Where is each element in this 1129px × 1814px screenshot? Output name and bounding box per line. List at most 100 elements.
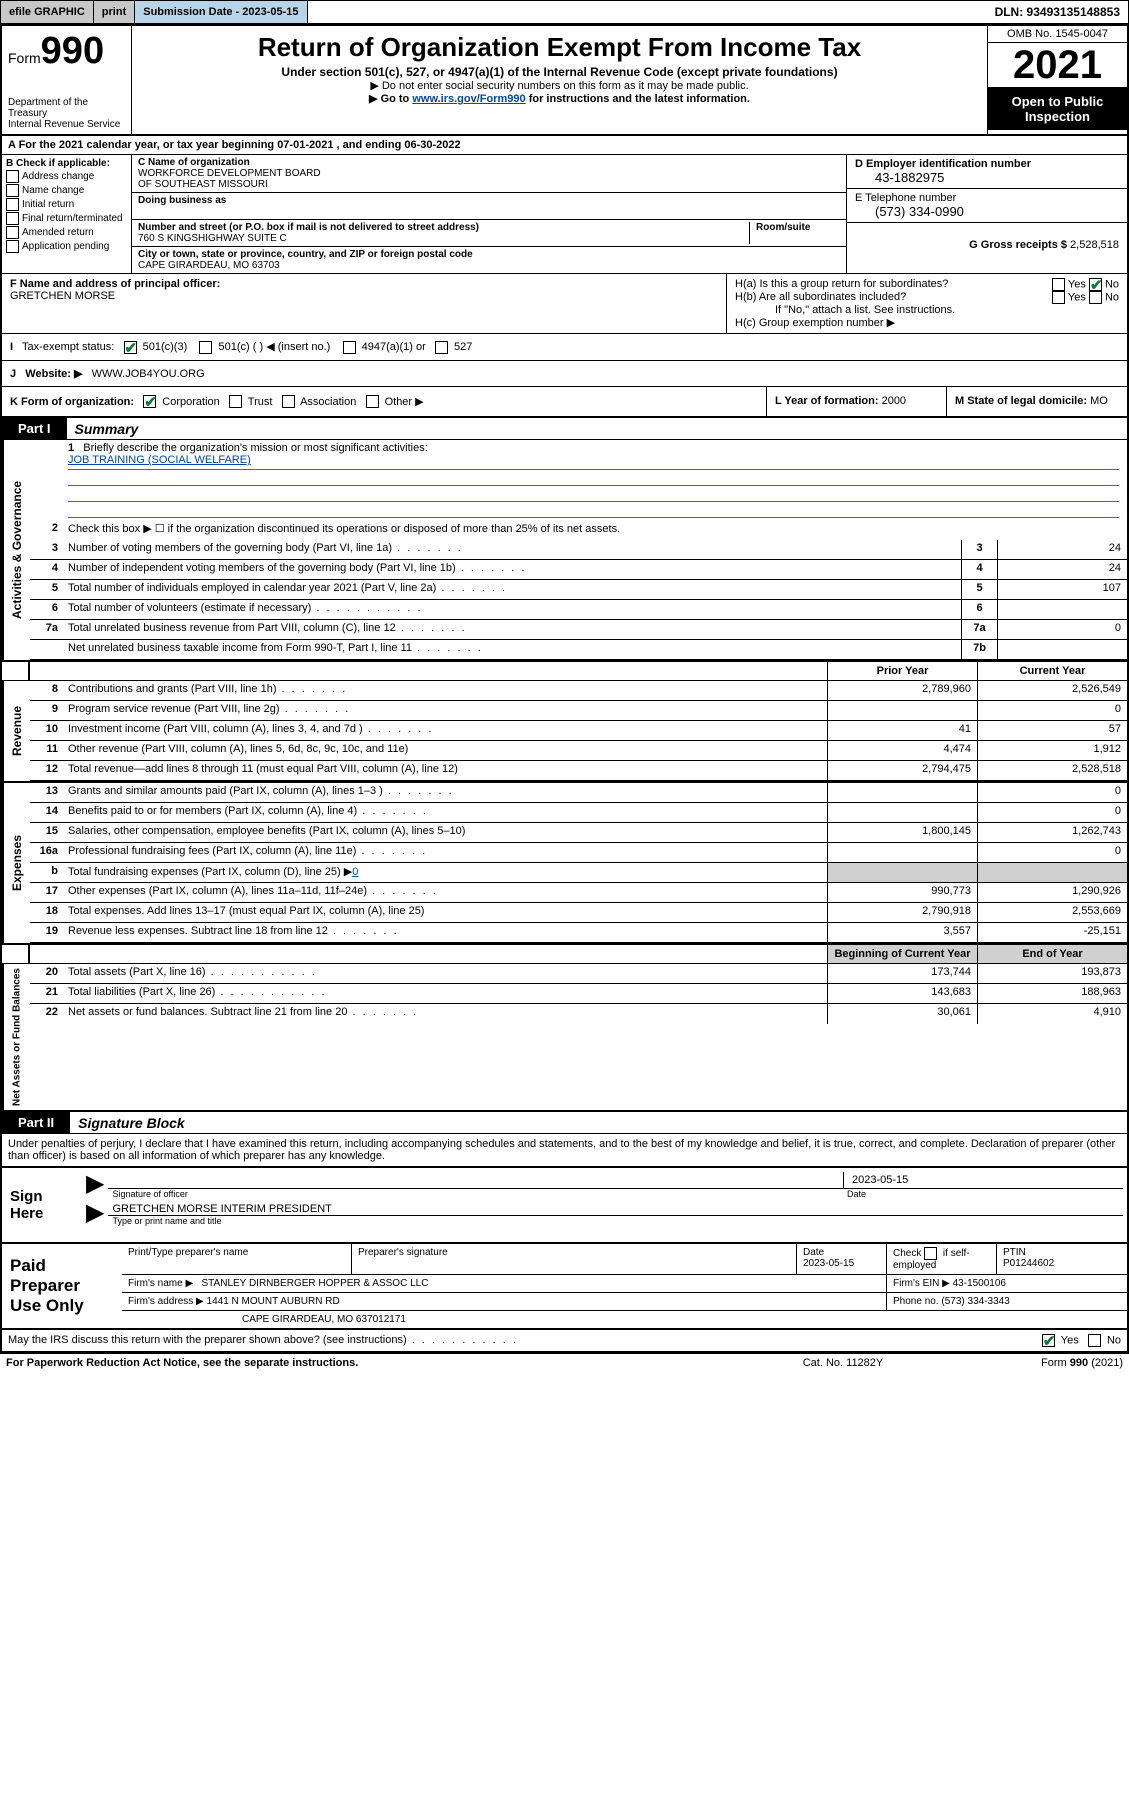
l17-prior: 990,773 (827, 883, 977, 902)
phone-label: Phone no. (893, 1296, 939, 1307)
state-domicile-label: M State of legal domicile: (955, 395, 1087, 407)
city-value: CAPE GIRARDEAU, MO 63703 (138, 260, 280, 271)
ein-label: D Employer identification number (855, 158, 1031, 170)
firm-name-value: STANLEY DIRNBERGER HOPPER & ASSOC LLC (202, 1278, 429, 1289)
firm-addr-2: CAPE GIRARDEAU, MO 637012171 (122, 1311, 1127, 1328)
room-label: Room/suite (756, 222, 810, 233)
l16a-curr: 0 (977, 843, 1127, 862)
form-header: Form990 Department of the Treasury Inter… (2, 26, 1127, 136)
website-label: Website: ▶ (25, 368, 82, 380)
l15-prior: 1,800,145 (827, 823, 977, 842)
l9-prior (827, 701, 977, 720)
form-subtitle: Under section 501(c), 527, or 4947(a)(1)… (140, 65, 979, 79)
paid-preparer-label: Paid Preparer Use Only (2, 1244, 122, 1328)
row-j: J Website: ▶ WWW.JOB4YOU.ORG (2, 361, 1127, 387)
opt-501c3: 501(c)(3) (143, 341, 188, 353)
tax-year: 2021 (988, 43, 1127, 88)
l18-prior: 2,790,918 (827, 903, 977, 922)
line-6: Total number of volunteers (estimate if … (64, 600, 961, 619)
prior-year-header: Prior Year (827, 662, 977, 680)
goto-suffix: for instructions and the latest informat… (526, 93, 750, 105)
note-ssn: ▶ Do not enter social security numbers o… (140, 79, 979, 92)
chk-app-pending[interactable]: Application pending (6, 240, 127, 253)
line-20: Total assets (Part X, line 16) (64, 964, 827, 983)
l19-prior: 3,557 (827, 923, 977, 942)
line-22: Net assets or fund balances. Subtract li… (64, 1004, 827, 1024)
opt-4947: 4947(a)(1) or (362, 341, 426, 353)
prep-date-value: 2023-05-15 (803, 1258, 854, 1269)
mission-label: Briefly describe the organization's miss… (83, 442, 427, 454)
year-formation-label: L Year of formation: (775, 395, 879, 407)
sig-arrow-icon: ▶ (86, 1172, 104, 1199)
sig-date-value: 2023-05-15 (843, 1172, 1123, 1188)
open-public-badge: Open to Public Inspection (988, 88, 1127, 130)
opt-other: Other ▶ (385, 396, 424, 408)
gross-label: G Gross receipts $ (969, 239, 1067, 251)
state-domicile-value: MO (1090, 395, 1108, 407)
ptin-value: P01244602 (1003, 1258, 1054, 1269)
chk-address-change[interactable]: Address change (6, 170, 127, 183)
chk-final-return[interactable]: Final return/terminated (6, 212, 127, 225)
goto-prefix: ▶ Go to (369, 93, 412, 105)
l21-begin: 143,683 (827, 984, 977, 1003)
line-10: Investment income (Part VIII, column (A)… (64, 721, 827, 740)
sig-arrow-icon-2: ▶ (86, 1201, 104, 1226)
ha-label: H(a) Is this a group return for subordin… (735, 278, 1052, 291)
l12-prior: 2,794,475 (827, 761, 977, 780)
line-11: Other revenue (Part VIII, column (A), li… (64, 741, 827, 760)
irs-label: Internal Revenue Service (8, 119, 125, 130)
discuss-no: No (1107, 1335, 1121, 1347)
cat-number: Cat. No. 11282Y (743, 1357, 943, 1369)
row-a-tax-year: A For the 2021 calendar year, or tax yea… (2, 136, 1127, 155)
sign-here-section: Sign Here ▶ 2023-05-15 Signature of offi… (2, 1168, 1127, 1244)
part-1-title: Summary (67, 421, 139, 437)
dln-value: DLN: 93493135148853 (987, 1, 1128, 23)
l16b-prior (827, 863, 977, 882)
l14-prior (827, 803, 977, 822)
l18-curr: 2,553,669 (977, 903, 1127, 922)
prep-sig-header: Preparer's signature (352, 1244, 797, 1274)
l9-curr: 0 (977, 701, 1127, 720)
chk-amended[interactable]: Amended return (6, 226, 127, 239)
submission-date: Submission Date - 2023-05-15 (135, 1, 307, 23)
chk-name-change[interactable]: Name change (6, 184, 127, 197)
dept-treasury: Department of the Treasury (8, 97, 125, 119)
irs-link[interactable]: www.irs.gov/Form990 (412, 93, 525, 105)
net-assets-tab: Net Assets or Fund Balances (2, 964, 30, 1110)
line-6-val (997, 600, 1127, 619)
l16a-prior (827, 843, 977, 862)
org-name-label: C Name of organization (138, 157, 250, 168)
form-org-label: K Form of organization: (10, 396, 134, 408)
l13-curr: 0 (977, 783, 1127, 802)
revenue-section: Revenue 8Contributions and grants (Part … (2, 681, 1127, 781)
begin-year-header: Beginning of Current Year (827, 945, 977, 963)
form-word: Form (8, 50, 41, 66)
l20-end: 193,873 (977, 964, 1127, 983)
firm-name-label: Firm's name ▶ (128, 1278, 193, 1289)
penalties-statement: Under penalties of perjury, I declare th… (2, 1134, 1127, 1168)
firm-ein-label: Firm's EIN ▶ (893, 1278, 950, 1289)
sig-officer-label: Signature of officer (108, 1189, 843, 1199)
l10-prior: 41 (827, 721, 977, 740)
line-5-val: 107 (997, 580, 1127, 599)
print-button[interactable]: print (94, 1, 135, 23)
l14-curr: 0 (977, 803, 1127, 822)
paid-preparer-section: Paid Preparer Use Only Print/Type prepar… (2, 1244, 1127, 1330)
omb-number: OMB No. 1545-0047 (988, 26, 1127, 43)
sign-here-label: Sign Here (2, 1168, 82, 1242)
org-name-2: OF SOUTHEAST MISSOURI (138, 179, 268, 190)
line-15: Salaries, other compensation, employee b… (64, 823, 827, 842)
l13-prior (827, 783, 977, 802)
line-13: Grants and similar amounts paid (Part IX… (64, 783, 827, 802)
top-bar: efile GRAPHIC print Submission Date - 20… (0, 0, 1129, 24)
form-number: 990 (41, 30, 104, 72)
chk-initial-return[interactable]: Initial return (6, 198, 127, 211)
line-8: Contributions and grants (Part VIII, lin… (64, 681, 827, 700)
page-footer: For Paperwork Reduction Act Notice, see … (0, 1354, 1129, 1372)
hb-label: H(b) Are all subordinates included? (735, 291, 1052, 304)
printed-name-label: Type or print name and title (108, 1216, 1123, 1226)
l10-curr: 57 (977, 721, 1127, 740)
discuss-yes: Yes (1061, 1335, 1079, 1347)
opt-trust: Trust (248, 396, 273, 408)
row-klm: K Form of organization: Corporation Trus… (2, 387, 1127, 419)
